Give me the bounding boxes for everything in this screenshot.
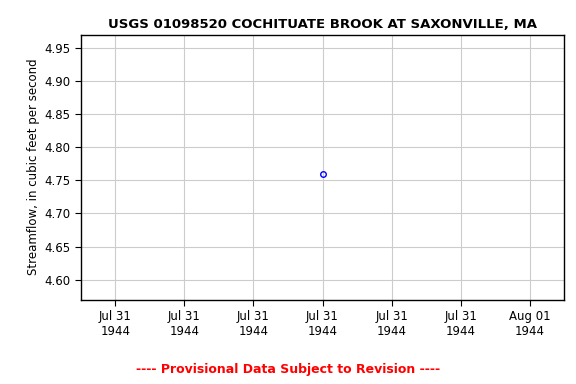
Y-axis label: Streamflow, in cubic feet per second: Streamflow, in cubic feet per second <box>27 59 40 275</box>
Title: USGS 01098520 COCHITUATE BROOK AT SAXONVILLE, MA: USGS 01098520 COCHITUATE BROOK AT SAXONV… <box>108 18 537 31</box>
Text: ---- Provisional Data Subject to Revision ----: ---- Provisional Data Subject to Revisio… <box>136 363 440 376</box>
